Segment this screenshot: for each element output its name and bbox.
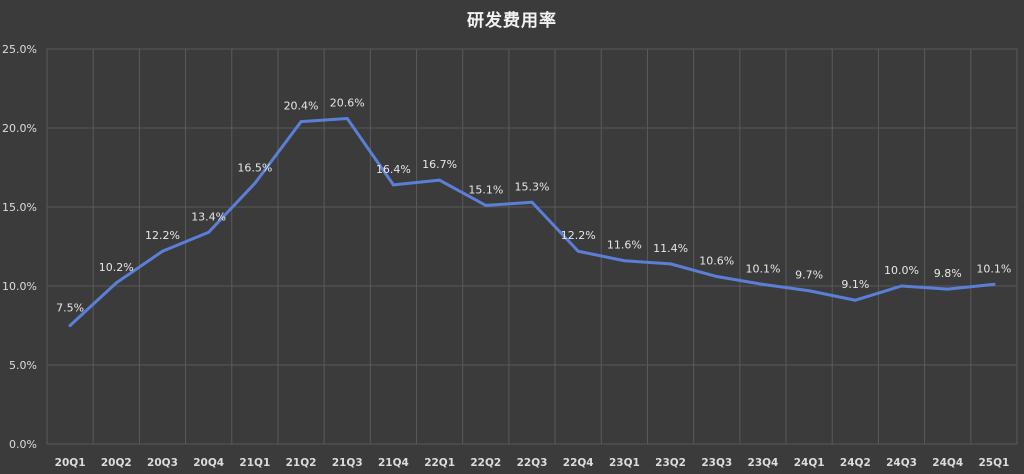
data-point xyxy=(207,230,211,234)
data-label: 10.1% xyxy=(745,262,780,275)
data-label: 11.4% xyxy=(653,242,688,255)
data-point xyxy=(807,289,811,293)
x-tick-label: 20Q2 xyxy=(101,457,132,469)
x-tick-label: 24Q2 xyxy=(840,457,871,469)
data-label: 10.2% xyxy=(99,261,134,274)
data-point xyxy=(253,181,257,185)
y-tick-label: 20.0% xyxy=(2,122,37,135)
data-label: 7.5% xyxy=(56,302,84,315)
data-label: 10.6% xyxy=(699,255,734,268)
data-label: 15.1% xyxy=(468,183,503,196)
x-tick-label: 24Q3 xyxy=(886,457,917,469)
data-point xyxy=(946,287,950,291)
data-point xyxy=(853,298,857,302)
data-point xyxy=(391,183,395,187)
data-label: 11.6% xyxy=(607,239,642,252)
data-label: 16.7% xyxy=(422,158,457,171)
data-label: 16.4% xyxy=(376,163,411,176)
x-tick-label: 21Q2 xyxy=(286,457,317,469)
x-tick-label: 21Q3 xyxy=(332,457,363,469)
data-point xyxy=(622,259,626,263)
data-label: 9.8% xyxy=(934,267,962,280)
data-point xyxy=(345,117,349,121)
data-label: 16.5% xyxy=(237,161,272,174)
data-point xyxy=(438,178,442,182)
x-tick-label: 21Q1 xyxy=(239,457,270,469)
x-tick-label: 25Q1 xyxy=(978,457,1009,469)
data-point xyxy=(299,120,303,124)
data-point xyxy=(669,262,673,266)
data-label: 15.3% xyxy=(515,180,550,193)
data-label: 12.2% xyxy=(561,229,596,242)
x-tick-label: 23Q3 xyxy=(701,457,732,469)
y-tick-label: 15.0% xyxy=(2,201,37,214)
data-label: 9.1% xyxy=(841,278,869,291)
x-tick-label: 23Q2 xyxy=(655,457,686,469)
data-point xyxy=(68,324,72,327)
data-label: 20.4% xyxy=(284,100,319,113)
data-point xyxy=(576,249,580,253)
data-point xyxy=(160,249,164,253)
y-tick-label: 25.0% xyxy=(2,43,37,56)
data-label: 10.0% xyxy=(884,264,919,277)
chart-title: 研发费用率 xyxy=(467,11,557,31)
data-point xyxy=(114,281,118,285)
x-tick-label: 22Q3 xyxy=(517,457,548,469)
data-label: 12.2% xyxy=(145,229,180,242)
x-tick-label: 22Q4 xyxy=(563,457,594,469)
y-tick-label: 0.0% xyxy=(9,438,37,451)
x-tick-label: 22Q2 xyxy=(470,457,501,469)
x-tick-label: 22Q1 xyxy=(424,457,455,469)
x-tick-label: 23Q1 xyxy=(609,457,640,469)
data-point xyxy=(530,200,534,204)
data-label: 10.1% xyxy=(976,262,1011,275)
x-tick-label: 20Q1 xyxy=(55,457,86,469)
x-tick-label: 24Q1 xyxy=(794,457,825,469)
y-tick-label: 5.0% xyxy=(9,359,37,372)
data-point xyxy=(992,282,996,286)
data-point xyxy=(484,203,488,207)
data-label: 9.7% xyxy=(795,269,823,282)
data-point xyxy=(900,284,904,288)
x-tick-label: 21Q4 xyxy=(378,457,409,469)
x-tick-label: 20Q4 xyxy=(193,457,224,469)
data-point xyxy=(761,282,765,286)
x-tick-label: 24Q4 xyxy=(932,457,963,469)
y-tick-label: 10.0% xyxy=(2,280,37,293)
data-label: 13.4% xyxy=(191,210,226,223)
data-point xyxy=(715,275,719,279)
x-tick-label: 23Q4 xyxy=(748,457,779,469)
data-label: 20.6% xyxy=(330,97,365,110)
x-tick-label: 20Q3 xyxy=(147,457,178,469)
